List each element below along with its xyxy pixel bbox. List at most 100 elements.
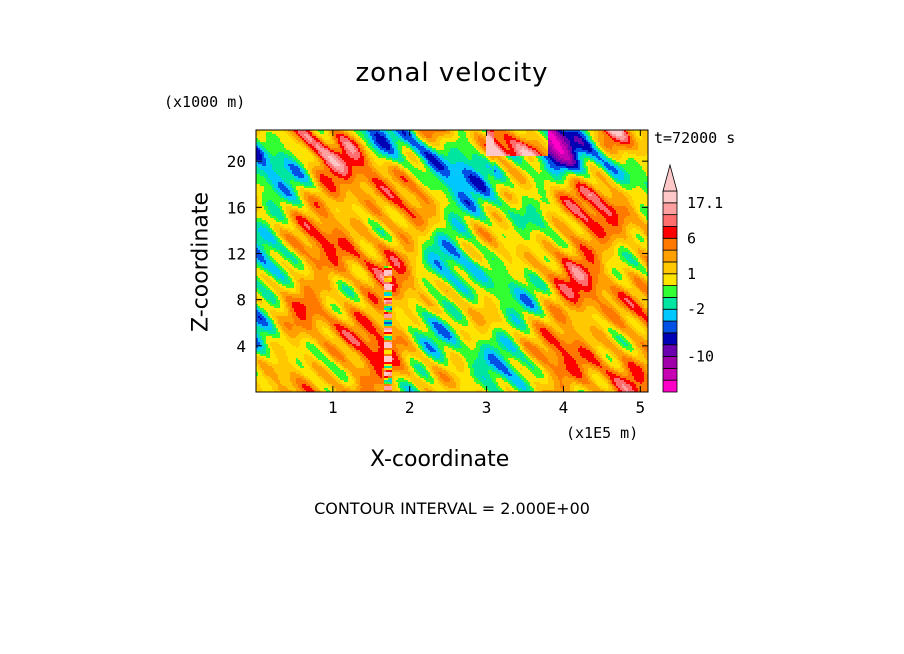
field-cell — [256, 144, 259, 147]
field-cell — [618, 252, 623, 255]
field-cell — [634, 208, 637, 211]
field-cell — [596, 208, 601, 211]
field-cell — [628, 260, 637, 263]
field-cell — [408, 174, 413, 177]
field-cell — [578, 204, 583, 207]
field-cell — [576, 248, 579, 251]
field-cell — [280, 236, 283, 239]
field-cell — [256, 174, 261, 177]
field-cell — [286, 240, 289, 243]
field-cell — [312, 150, 315, 153]
field-cell — [278, 234, 281, 237]
field-cell — [350, 134, 355, 137]
field-cell — [294, 218, 297, 221]
field-cell — [410, 206, 417, 209]
field-cell — [448, 220, 453, 223]
field-cell — [404, 214, 407, 217]
field-cell — [338, 138, 341, 141]
field-cell — [266, 132, 273, 135]
field-cell — [334, 150, 343, 153]
field-cell — [546, 236, 551, 239]
field-cell — [436, 140, 441, 143]
field-cell — [630, 176, 648, 179]
field-cell — [388, 258, 391, 261]
field-cell — [402, 132, 407, 135]
field-cell — [358, 144, 361, 147]
field-cell — [614, 204, 631, 207]
field-cell — [288, 134, 293, 137]
field-cell — [322, 154, 335, 157]
field-cell — [316, 154, 319, 157]
field-cell — [582, 208, 587, 211]
field-cell — [474, 204, 479, 207]
field-cell — [372, 136, 377, 139]
field-cell — [398, 140, 401, 143]
field-cell — [356, 230, 369, 233]
field-cell — [608, 176, 611, 179]
field-cell — [510, 164, 515, 167]
field-cell — [608, 196, 613, 199]
field-cell — [306, 206, 311, 209]
field-cell — [262, 200, 269, 203]
field-cell — [338, 260, 343, 263]
field-cell — [612, 158, 617, 161]
field-cell — [454, 260, 459, 263]
field-cell — [418, 156, 421, 159]
field-cell — [456, 248, 459, 251]
field-cell — [430, 262, 435, 265]
field-cell — [454, 212, 467, 215]
field-cell — [256, 202, 259, 205]
field-cell — [292, 172, 303, 175]
field-cell — [396, 134, 401, 137]
field-cell — [506, 248, 517, 251]
field-cell — [476, 148, 479, 151]
field-cell — [380, 224, 385, 227]
field-cell — [480, 232, 489, 235]
field-cell — [350, 150, 357, 153]
field-cell — [404, 170, 407, 173]
field-cell — [500, 148, 503, 151]
field-cell — [364, 140, 369, 143]
field-cell — [580, 156, 591, 159]
field-cell — [480, 212, 485, 215]
field-cell — [316, 134, 319, 137]
field-cell — [354, 276, 359, 279]
field-cell — [396, 176, 401, 179]
field-cell — [326, 252, 337, 255]
field-cell — [572, 250, 577, 253]
field-cell — [566, 190, 571, 193]
field-cell — [418, 182, 423, 185]
field-cell — [430, 168, 433, 171]
field-cell — [386, 256, 391, 259]
field-cell — [406, 260, 411, 263]
field-cell — [318, 158, 321, 161]
field-cell — [372, 268, 379, 271]
field-cell — [570, 218, 575, 221]
field-cell — [606, 262, 627, 265]
field-cell — [606, 242, 613, 245]
field-cell — [600, 172, 605, 175]
field-cell — [438, 200, 449, 203]
field-cell — [504, 256, 513, 259]
field-cell — [558, 258, 563, 261]
field-cell — [256, 246, 261, 249]
field-cell — [328, 266, 345, 269]
field-cell — [260, 208, 265, 211]
field-cell — [504, 138, 517, 141]
field-cell — [552, 148, 557, 151]
field-cell — [320, 178, 333, 181]
field-cell — [414, 194, 419, 197]
field-cell — [314, 236, 325, 239]
field-cell — [444, 148, 451, 151]
field-cell — [290, 276, 295, 279]
field-cell — [630, 246, 643, 249]
field-cell — [370, 194, 377, 197]
field-cell — [378, 192, 383, 195]
field-cell — [472, 138, 475, 141]
field-cell — [498, 236, 505, 239]
field-cell — [600, 148, 603, 151]
field-cell — [586, 132, 591, 135]
field-cell — [492, 164, 495, 167]
field-cell — [558, 140, 563, 143]
field-cell — [486, 238, 493, 241]
